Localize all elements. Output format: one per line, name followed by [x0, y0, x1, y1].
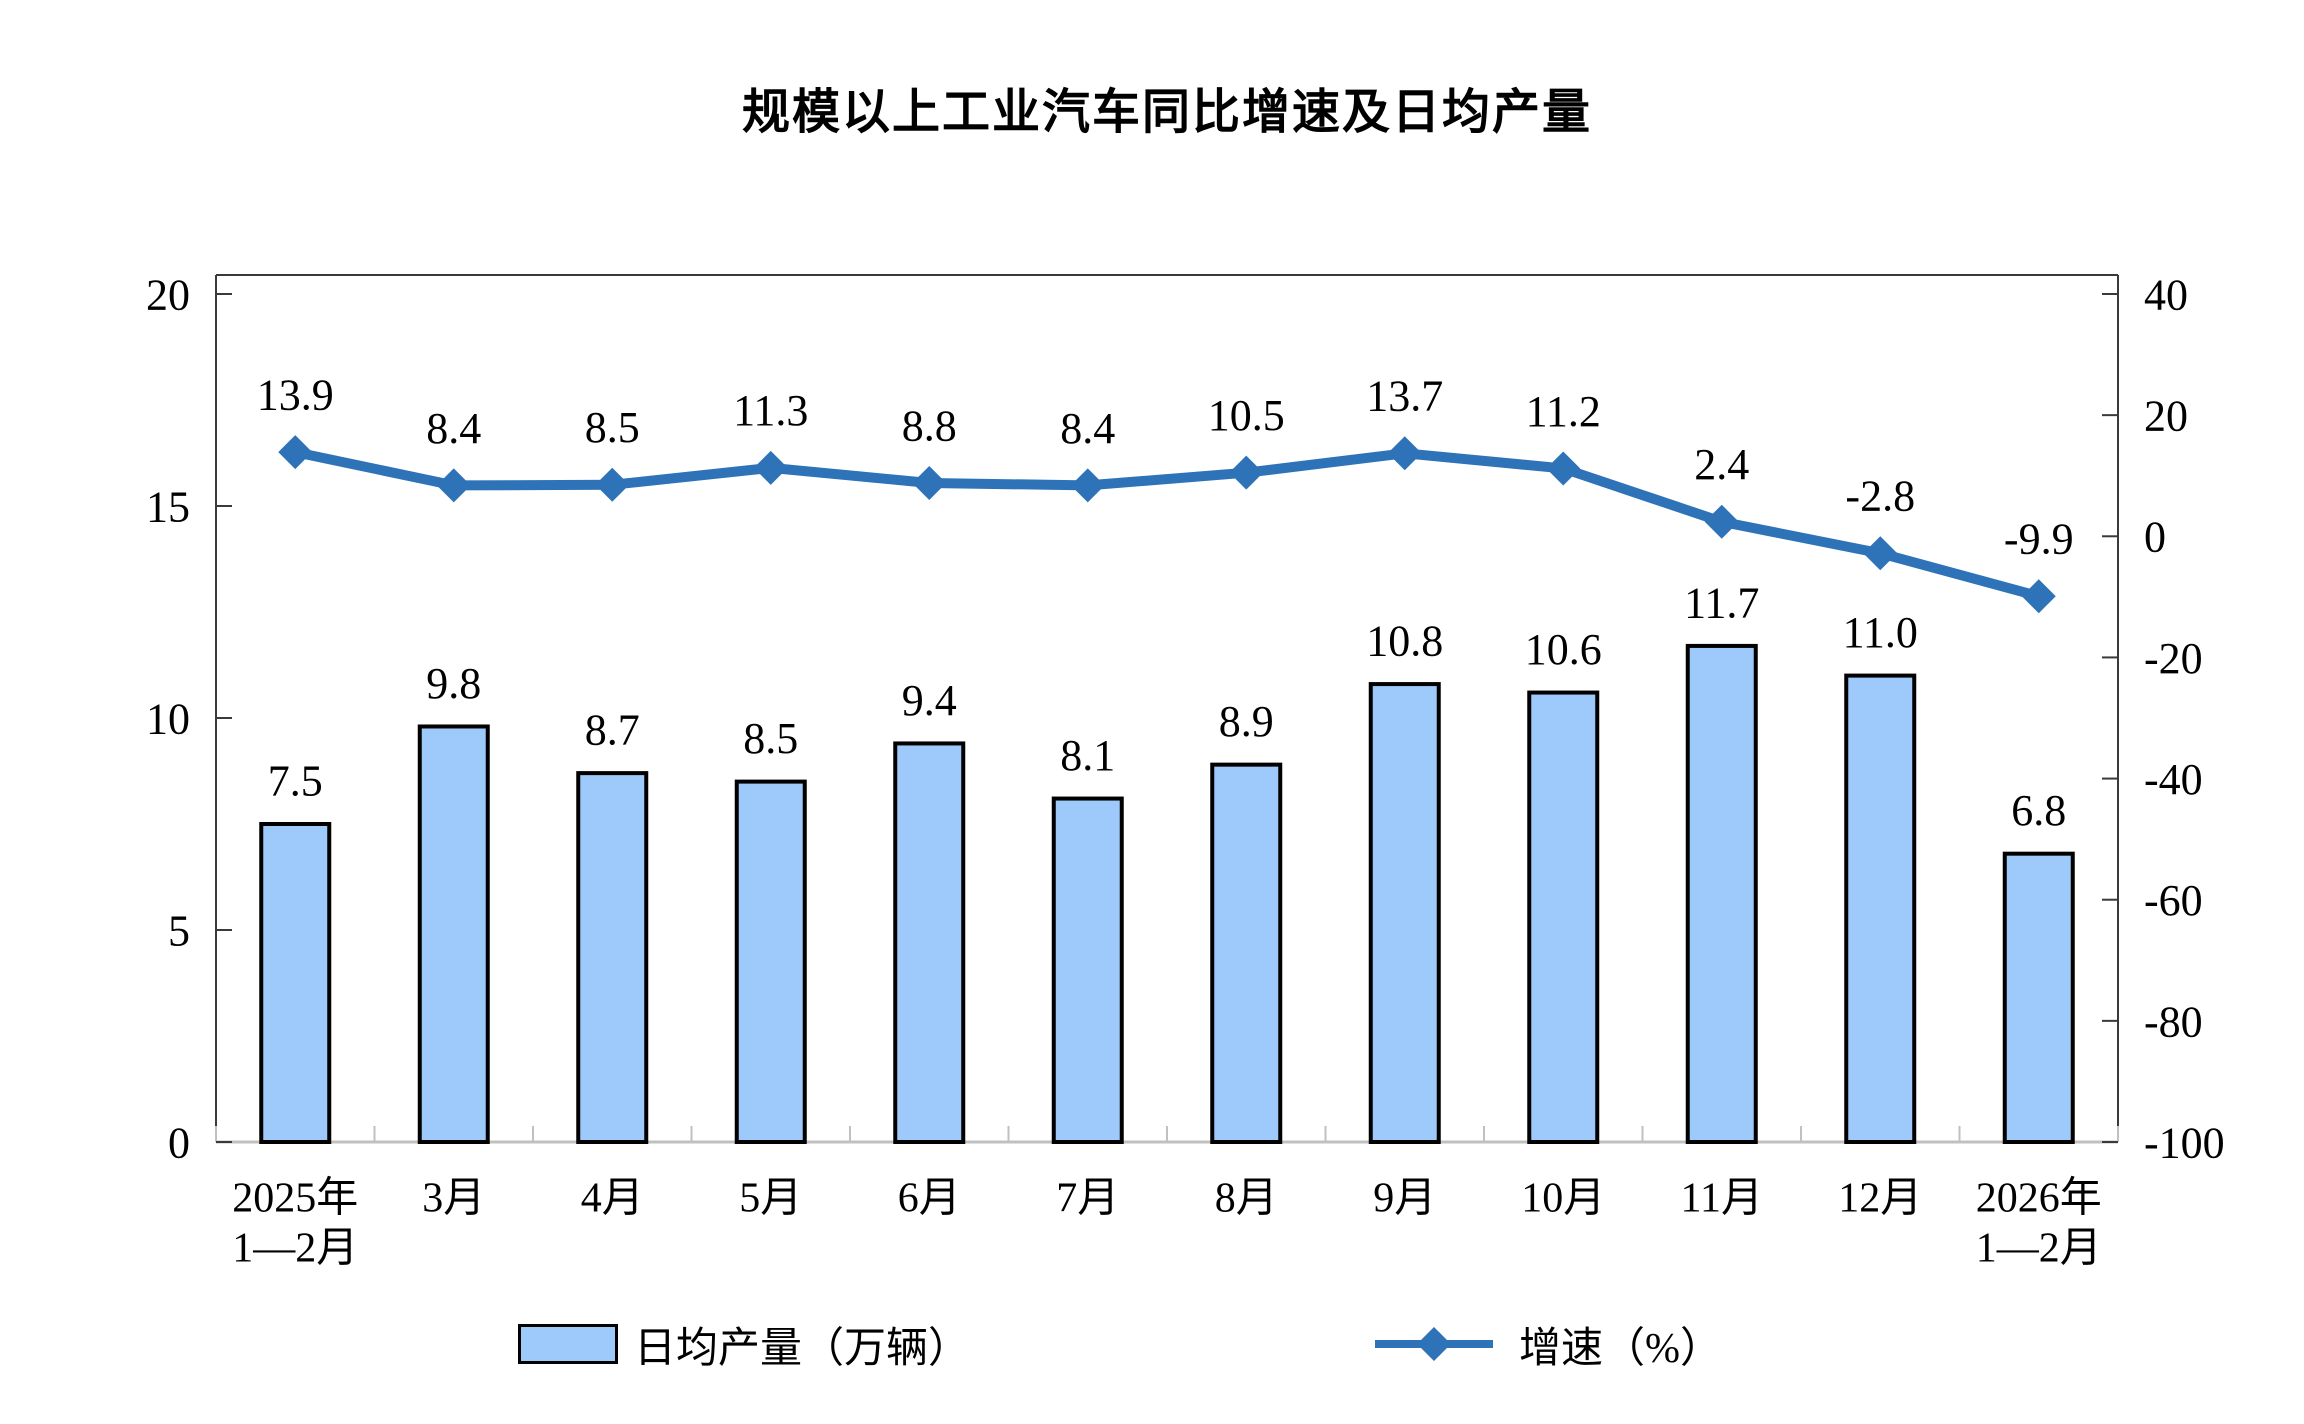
left-axis-label-5: 5: [168, 906, 190, 955]
growth-line: [294, 447, 2041, 602]
x-label-10: 12月: [1838, 1176, 1922, 1222]
line-label-6: 10.5: [1208, 391, 1285, 440]
x-label-6: 8月: [1215, 1176, 1278, 1222]
line-marker-11: [2021, 579, 2056, 614]
line-label-8: 11.2: [1526, 387, 1601, 436]
bar-label-0: 7.5: [268, 756, 323, 805]
bar-4: [893, 741, 966, 1144]
right-axis-label-0: 0: [2144, 513, 2166, 562]
x-label-8: 10月: [1521, 1176, 1605, 1222]
right-axis-label--20: -20: [2144, 634, 2203, 683]
bar-2: [576, 771, 649, 1144]
line-label-4: 8.8: [902, 401, 957, 450]
line-marker-2: [595, 467, 630, 502]
bar-label-10: 11.0: [1843, 608, 1918, 657]
line-label-1: 8.4: [426, 404, 481, 453]
x-label-7: 9月: [1373, 1176, 1436, 1222]
bar-label-4: 9.4: [902, 676, 957, 725]
bar-11: [2002, 851, 2075, 1144]
bar-7: [1368, 682, 1441, 1145]
bar-series-label: 日均产量（万辆）: [634, 1325, 971, 1372]
line-label-0: 13.9: [257, 370, 334, 419]
left-axis-label-10: 10: [146, 694, 190, 743]
legend-item-daily-production: 日均产量（万辆）: [518, 1316, 970, 1372]
bar-label-1: 9.8: [426, 659, 481, 708]
right-axis-label--100: -100: [2144, 1118, 2225, 1167]
right-axis-label--40: -40: [2144, 755, 2203, 804]
line-marker-7: [1387, 436, 1422, 471]
line-marker-5: [1070, 468, 1105, 503]
line-marker-8: [1546, 451, 1581, 486]
bar-9: [1685, 643, 1758, 1144]
bar-label-3: 8.5: [743, 714, 798, 763]
legend-item-growth-rate: 增速（%）: [1373, 1316, 1722, 1372]
line-marker-6: [1229, 455, 1264, 490]
bar-10: [1844, 673, 1917, 1144]
line-marker-10: [1863, 536, 1898, 571]
left-axis-label-20: 20: [146, 270, 190, 319]
bar-label-6: 8.9: [1219, 697, 1274, 746]
bar-series-swatch: [518, 1324, 618, 1364]
bar-label-8: 10.6: [1525, 625, 1602, 674]
line-marker-3: [753, 450, 788, 485]
line-marker-1: [436, 468, 471, 503]
x-label-4: 6月: [898, 1176, 961, 1222]
x-label-0-line2: 1—2月: [232, 1226, 358, 1272]
bar-label-11: 6.8: [2011, 786, 2066, 835]
x-label-1: 3月: [422, 1176, 485, 1222]
line-label-7: 13.7: [1366, 372, 1443, 421]
left-axis-label-15: 15: [146, 482, 190, 531]
line-marker-0: [278, 435, 313, 470]
x-label-5: 7月: [1056, 1176, 1119, 1222]
line-label-10: -2.8: [1845, 472, 1915, 521]
x-label-2: 4月: [581, 1176, 644, 1222]
chart-legend: 日均产量（万辆） 增速（%）: [0, 1316, 2304, 1372]
line-label-2: 8.5: [585, 403, 640, 452]
line-label-11: -9.9: [2004, 515, 2074, 564]
x-label-3: 5月: [739, 1176, 802, 1222]
bar-label-9: 11.7: [1684, 578, 1759, 627]
chart-title: 规模以上工业汽车同比增速及日均产量: [741, 84, 1592, 140]
x-label-11: 2026年: [1976, 1175, 2102, 1222]
line-marker-9: [1704, 504, 1739, 539]
right-axis-label--80: -80: [2144, 997, 2203, 1046]
bar-5: [1051, 796, 1124, 1144]
x-label-9: 11月: [1681, 1176, 1763, 1222]
legend-diamond-icon: [1417, 1327, 1451, 1361]
line-series-marker-sample: [1375, 1327, 1493, 1361]
bar-6: [1210, 762, 1283, 1144]
bar-8: [1527, 690, 1600, 1144]
bar-0: [259, 822, 332, 1144]
bar-1: [417, 724, 490, 1144]
bar-label-7: 10.8: [1366, 616, 1443, 665]
bar-label-5: 8.1: [1060, 731, 1115, 780]
x-label-11-line2: 1—2月: [1976, 1226, 2102, 1272]
right-axis-label--60: -60: [2144, 876, 2203, 925]
bar-3: [734, 779, 807, 1144]
line-label-9: 2.4: [1694, 440, 1749, 489]
right-axis-label-40: 40: [2144, 270, 2188, 319]
x-label-0: 2025年: [232, 1175, 358, 1222]
line-marker-4: [912, 465, 947, 500]
line-series-label: 增速（%）: [1519, 1325, 1722, 1372]
left-axis-label-0: 0: [168, 1118, 190, 1167]
bar-label-2: 8.7: [585, 706, 640, 755]
right-axis-label-20: 20: [2144, 392, 2188, 441]
line-label-3: 11.3: [733, 386, 808, 435]
line-label-5: 8.4: [1060, 404, 1115, 453]
